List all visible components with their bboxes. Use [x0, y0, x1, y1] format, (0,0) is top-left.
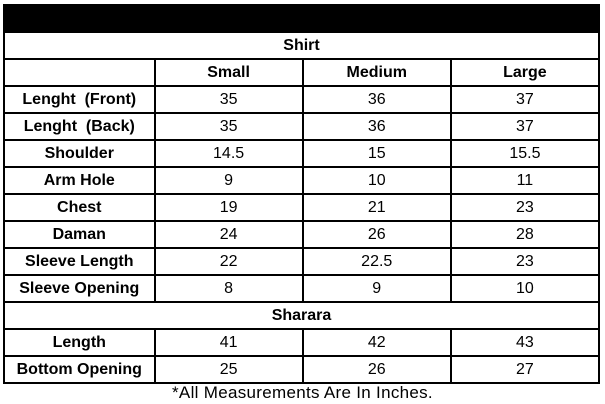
- value-medium: 36: [301, 85, 452, 114]
- table-row-length-front: Lenght (Front) 35 36 37: [3, 85, 601, 114]
- value-medium: 26: [301, 355, 452, 384]
- table-row-bottom-opening: Bottom Opening 25 26 27: [3, 355, 601, 384]
- value-large: 37: [449, 112, 601, 141]
- value-medium: 36: [301, 112, 452, 141]
- product-code-row: EV-1046: [3, 4, 600, 33]
- value-small: 14.5: [153, 139, 304, 168]
- table-row-arm-hole: Arm Hole 9 10 11: [3, 166, 601, 195]
- value-small: 41: [153, 328, 304, 357]
- value-small: 22: [153, 247, 304, 276]
- value-large: 15.5: [449, 139, 601, 168]
- value-small: 19: [153, 193, 304, 222]
- section-row-sharara: Sharara: [3, 301, 600, 330]
- value-large: 23: [449, 193, 601, 222]
- size-header-empty-cell: [3, 58, 156, 87]
- row-label: Sleeve Length: [3, 247, 156, 276]
- value-small: 35: [153, 85, 304, 114]
- column-header-small: Small: [153, 58, 304, 87]
- row-label: Shoulder: [3, 139, 156, 168]
- section-row-shirt: Shirt: [3, 31, 600, 60]
- value-large: 28: [449, 220, 601, 249]
- product-code: EV-1046: [3, 4, 600, 33]
- measurements-footnote: *All Measurements Are In Inches.: [172, 383, 433, 402]
- row-label: Daman: [3, 220, 156, 249]
- table-row-chest: Chest 19 21 23: [3, 193, 601, 222]
- value-large: 27: [449, 355, 601, 384]
- size-chart-table: EV-1046 Shirt Small Medium Large Lenght …: [3, 4, 601, 384]
- size-header-row: Small Medium Large: [3, 58, 601, 87]
- value-small: 35: [153, 112, 304, 141]
- row-label: Sleeve Opening: [3, 274, 156, 303]
- value-large: 10: [449, 274, 601, 303]
- value-large: 43: [449, 328, 601, 357]
- value-small: 8: [153, 274, 304, 303]
- table-row-shoulder: Shoulder 14.5 15 15.5: [3, 139, 601, 168]
- table-row-sharara-length: Length 41 42 43: [3, 328, 601, 357]
- value-large: 37: [449, 85, 601, 114]
- section-title-shirt: Shirt: [3, 31, 600, 60]
- column-header-medium: Medium: [301, 58, 452, 87]
- value-medium: 10: [301, 166, 452, 195]
- row-label: Chest: [3, 193, 156, 222]
- row-label: Length: [3, 328, 156, 357]
- table-row-sleeve-opening: Sleeve Opening 8 9 10: [3, 274, 601, 303]
- value-large: 23: [449, 247, 601, 276]
- value-medium: 26: [301, 220, 452, 249]
- value-medium: 15: [301, 139, 452, 168]
- value-medium: 21: [301, 193, 452, 222]
- row-label: Lenght (Front): [3, 85, 156, 114]
- row-label: Bottom Opening: [3, 355, 156, 384]
- row-label: Lenght (Back): [3, 112, 156, 141]
- value-small: 25: [153, 355, 304, 384]
- table-row-length-back: Lenght (Back) 35 36 37: [3, 112, 601, 141]
- value-small: 24: [153, 220, 304, 249]
- value-medium: 9: [301, 274, 452, 303]
- row-label: Arm Hole: [3, 166, 156, 195]
- column-header-large: Large: [449, 58, 601, 87]
- section-title-sharara: Sharara: [3, 301, 600, 330]
- value-medium: 42: [301, 328, 452, 357]
- table-row-sleeve-length: Sleeve Length 22 22.5 23: [3, 247, 601, 276]
- table-row-daman: Daman 24 26 28: [3, 220, 601, 249]
- value-large: 11: [449, 166, 601, 195]
- value-small: 9: [153, 166, 304, 195]
- value-medium: 22.5: [301, 247, 452, 276]
